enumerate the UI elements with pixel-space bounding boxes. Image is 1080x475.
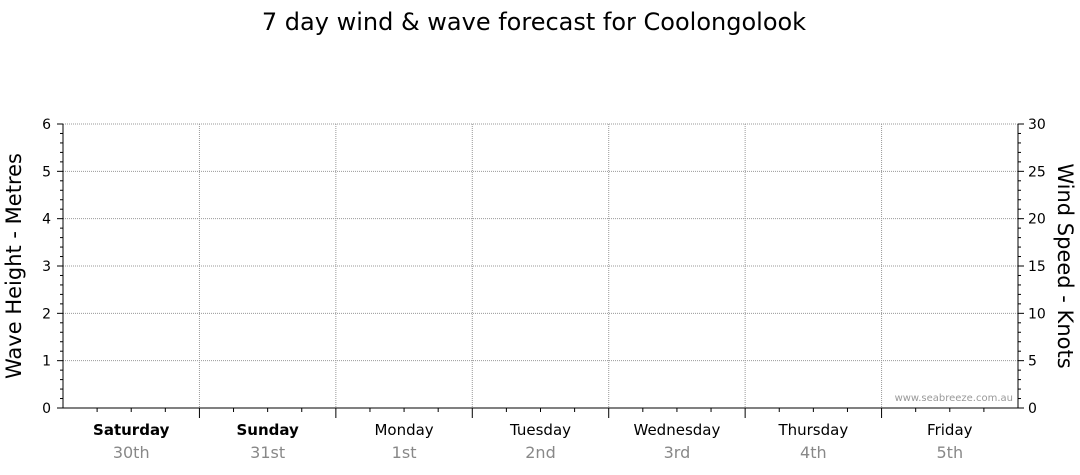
day-date-label: 4th xyxy=(800,443,827,462)
right-tick-label: 0 xyxy=(1028,401,1037,417)
right-tick-label: 10 xyxy=(1028,306,1046,322)
right-tick-label: 30 xyxy=(1028,117,1046,133)
left-tick-label: 4 xyxy=(42,212,51,228)
chart-title: 7 day wind & wave forecast for Coolongol… xyxy=(262,8,806,36)
day-name-label: Saturday xyxy=(93,421,170,439)
left-tick-label: 5 xyxy=(42,164,51,180)
right-tick-label: 5 xyxy=(1028,354,1037,370)
day-name-label: Friday xyxy=(927,421,973,439)
right-tick-label: 15 xyxy=(1028,259,1046,275)
day-date-label: 31st xyxy=(250,443,285,462)
day-labels: Saturday 30th Sunday 31st Monday 1st Tuesday 2n… xyxy=(93,421,973,462)
left-tick-label: 2 xyxy=(42,306,51,322)
day-date-label: 5th xyxy=(936,443,963,462)
day-name-label: Sunday xyxy=(236,421,299,439)
left-tick-label: 0 xyxy=(42,401,51,417)
right-tick-label: 20 xyxy=(1028,212,1046,228)
day-date-label: 2nd xyxy=(525,443,555,462)
day-date-label: 30th xyxy=(113,443,150,462)
left-tick-label: 6 xyxy=(42,117,51,133)
day-date-label: 3rd xyxy=(664,443,691,462)
left-axis-ticks: 0 1 2 3 4 5 6 xyxy=(42,117,63,417)
day-name-label: Tuesday xyxy=(509,421,571,439)
left-axis-title: Wave Height - Metres xyxy=(2,153,26,379)
grid-lines xyxy=(63,123,1018,408)
left-tick-label: 3 xyxy=(42,259,51,275)
watermark-text: www.seabreeze.com.au xyxy=(895,393,1013,404)
right-axis-ticks: 0 5 10 15 20 25 30 xyxy=(1018,117,1046,417)
left-tick-label: 1 xyxy=(42,354,51,370)
right-axis-title: Wind Speed - Knots xyxy=(1053,163,1077,368)
right-tick-label: 25 xyxy=(1028,164,1046,180)
day-name-label: Monday xyxy=(374,421,433,439)
axes xyxy=(62,124,1019,418)
day-name-label: Wednesday xyxy=(634,421,721,439)
day-date-label: 1st xyxy=(392,443,417,462)
day-name-label: Thursday xyxy=(777,421,848,439)
